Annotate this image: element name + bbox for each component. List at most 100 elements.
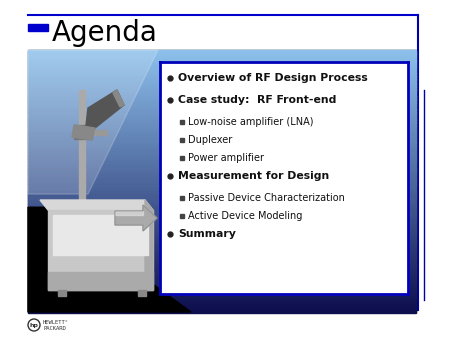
Bar <box>28 263 416 267</box>
Bar <box>28 188 416 192</box>
Bar <box>28 309 416 313</box>
Bar <box>28 296 416 300</box>
Bar <box>28 70 416 74</box>
Bar <box>28 299 416 303</box>
Bar <box>28 116 416 120</box>
Text: Measurement for Design: Measurement for Design <box>178 171 329 181</box>
Bar <box>28 201 416 205</box>
Bar <box>28 86 416 90</box>
Bar <box>28 197 416 201</box>
Bar <box>28 148 416 152</box>
Bar <box>28 240 416 244</box>
Bar <box>28 306 416 310</box>
Polygon shape <box>28 207 191 312</box>
Bar <box>28 292 416 296</box>
Bar <box>180 196 184 200</box>
Bar <box>28 269 416 273</box>
Bar <box>28 99 416 103</box>
Bar <box>28 145 416 149</box>
Text: Passive Device Characterization: Passive Device Characterization <box>188 193 345 203</box>
Bar <box>28 178 416 182</box>
Bar <box>28 171 416 175</box>
Bar <box>28 60 416 64</box>
Bar <box>28 174 416 178</box>
Bar <box>28 181 416 185</box>
Bar <box>28 207 416 211</box>
Bar <box>28 260 416 264</box>
Text: PACKARD: PACKARD <box>43 325 66 331</box>
Bar <box>48 210 153 290</box>
Bar <box>28 106 416 110</box>
Polygon shape <box>86 90 124 128</box>
Bar <box>28 142 416 146</box>
Bar <box>79 90 85 215</box>
Bar <box>28 246 416 250</box>
Bar <box>28 139 416 143</box>
Polygon shape <box>115 211 143 215</box>
Bar <box>28 83 416 87</box>
Bar <box>28 283 416 287</box>
Bar <box>74 125 92 139</box>
Bar <box>180 214 184 218</box>
Bar <box>28 234 416 238</box>
Bar <box>28 24 48 31</box>
Bar <box>28 125 416 129</box>
Bar <box>28 119 416 123</box>
Text: HEWLETT°: HEWLETT° <box>43 319 69 324</box>
Bar <box>28 96 416 100</box>
Bar <box>180 138 184 142</box>
Text: Summary: Summary <box>178 229 236 239</box>
Bar <box>28 102 416 106</box>
Bar <box>28 253 416 257</box>
Bar <box>28 63 416 67</box>
Bar <box>28 230 416 234</box>
Bar <box>28 191 416 195</box>
Bar <box>28 128 416 133</box>
Bar <box>28 184 416 188</box>
Bar <box>180 120 184 124</box>
Bar <box>28 286 416 290</box>
Text: Power amplifier: Power amplifier <box>188 153 264 163</box>
Bar <box>28 223 416 228</box>
Bar <box>28 237 416 241</box>
Bar <box>28 79 416 83</box>
Bar <box>28 112 416 116</box>
Bar <box>28 93 416 97</box>
Bar <box>28 135 416 139</box>
Bar <box>28 243 416 247</box>
Bar <box>79 130 107 135</box>
Bar <box>28 122 416 126</box>
Bar <box>160 62 408 294</box>
Polygon shape <box>28 50 158 194</box>
Polygon shape <box>40 200 153 210</box>
Bar <box>28 53 416 57</box>
Text: Low-noise amplifier (LNA): Low-noise amplifier (LNA) <box>188 117 314 127</box>
Bar <box>28 217 416 221</box>
Bar <box>28 302 416 306</box>
Bar <box>28 279 416 283</box>
Bar <box>53 215 148 255</box>
Text: hp: hp <box>30 322 38 328</box>
Bar <box>28 214 416 218</box>
Bar <box>28 66 416 70</box>
Polygon shape <box>145 200 153 290</box>
Bar <box>28 89 416 93</box>
Bar <box>28 73 416 77</box>
Polygon shape <box>113 90 124 107</box>
Bar <box>28 50 416 312</box>
Bar <box>28 155 416 159</box>
Bar <box>180 156 184 160</box>
Bar <box>28 132 416 136</box>
Circle shape <box>28 319 40 331</box>
Bar <box>58 290 66 296</box>
Bar <box>28 289 416 293</box>
Bar <box>28 109 416 113</box>
Bar <box>28 266 416 270</box>
Bar <box>28 56 416 61</box>
Text: Overview of RF Design Process: Overview of RF Design Process <box>178 73 368 83</box>
Bar <box>28 165 416 169</box>
Bar <box>48 272 153 290</box>
Bar <box>138 290 146 296</box>
Bar <box>28 151 416 155</box>
Bar <box>28 227 416 231</box>
